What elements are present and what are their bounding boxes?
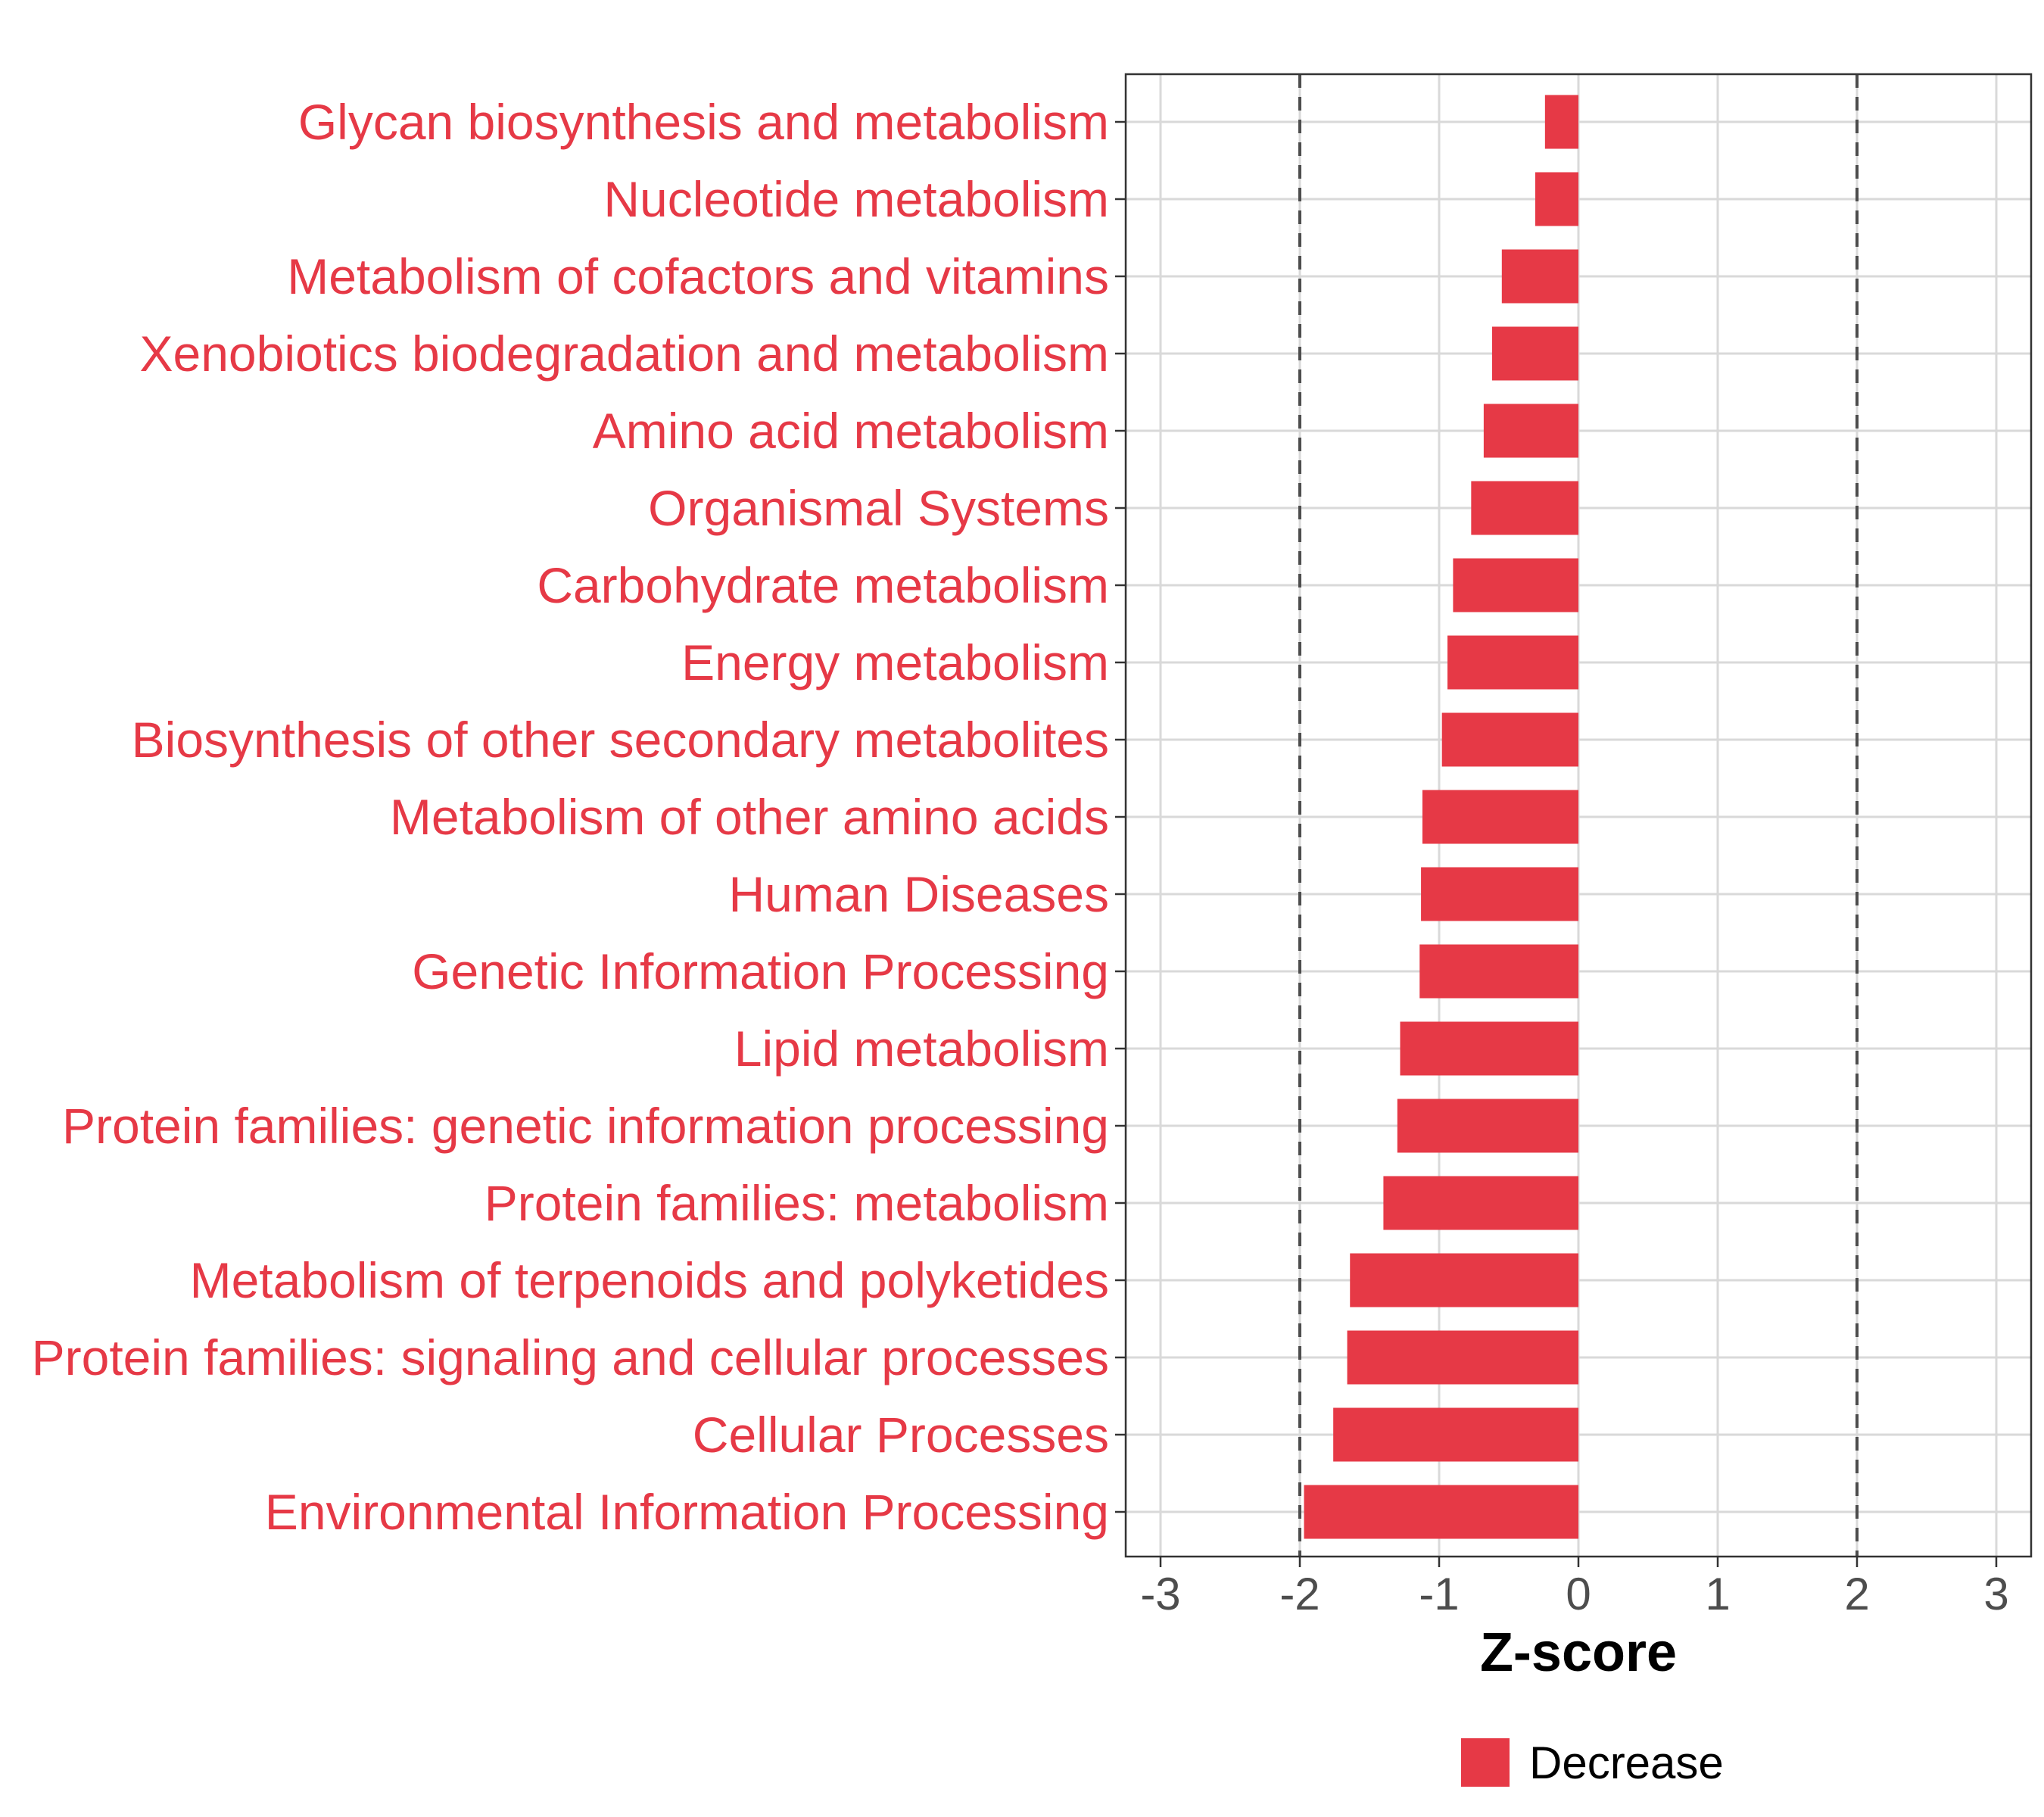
bar xyxy=(1422,790,1578,844)
category-label: Biosynthesis of other secondary metaboli… xyxy=(132,712,1109,768)
x-tick-label: -3 xyxy=(1140,1569,1180,1619)
category-label: Metabolism of other amino acids xyxy=(390,789,1109,845)
category-label: Environmental Information Processing xyxy=(265,1484,1109,1540)
bar xyxy=(1383,1176,1578,1230)
bar xyxy=(1535,172,1578,226)
category-label: Protein families: genetic information pr… xyxy=(62,1098,1109,1154)
bar xyxy=(1483,404,1578,458)
bar xyxy=(1471,481,1578,535)
threshold-lines xyxy=(1298,74,1859,1557)
category-label: Genetic Information Processing xyxy=(412,943,1109,999)
bar xyxy=(1397,1099,1578,1153)
x-tick-label: 1 xyxy=(1705,1569,1730,1619)
category-label: Human Diseases xyxy=(728,866,1109,922)
bar xyxy=(1544,95,1578,149)
category-label: Organismal Systems xyxy=(648,480,1109,536)
category-label: Protein families: metabolism xyxy=(485,1175,1109,1231)
bar xyxy=(1333,1407,1578,1462)
category-label: Energy metabolism xyxy=(681,634,1109,690)
category-label: Carbohydrate metabolism xyxy=(537,557,1109,613)
x-tick-label: 0 xyxy=(1566,1569,1591,1619)
legend-swatch-decrease xyxy=(1461,1738,1510,1787)
bar xyxy=(1304,1485,1578,1539)
category-label: Lipid metabolism xyxy=(734,1021,1109,1077)
bar xyxy=(1400,1021,1578,1076)
x-axis: -3 -2 -1 0 1 2 3 xyxy=(1140,1557,2009,1619)
bar xyxy=(1447,635,1578,690)
bars xyxy=(1304,95,1578,1539)
category-label: Xenobiotics biodegradation and metabolis… xyxy=(140,326,1110,382)
category-label: Metabolism of terpenoids and polyketides xyxy=(190,1252,1109,1308)
x-tick-label: 3 xyxy=(1983,1569,2008,1619)
category-label: Metabolism of cofactors and vitamins xyxy=(287,248,1109,304)
x-tick-label: -1 xyxy=(1419,1569,1459,1619)
x-axis-title: Z-score xyxy=(1480,1622,1677,1683)
category-label: Cellular Processes xyxy=(693,1407,1109,1463)
bar xyxy=(1453,558,1578,612)
legend: Decrease xyxy=(1461,1738,1724,1788)
category-axis: Glycan biosynthesis and metabolism Nucleo… xyxy=(32,94,1126,1540)
x-tick-label: -2 xyxy=(1279,1569,1320,1619)
bar xyxy=(1347,1330,1578,1385)
legend-label-decrease: Decrease xyxy=(1529,1738,1724,1788)
category-label: Nucleotide metabolism xyxy=(603,171,1109,227)
bar xyxy=(1501,249,1578,304)
bar xyxy=(1350,1253,1578,1307)
category-label: Glycan biosynthesis and metabolism xyxy=(298,94,1109,150)
category-label: Amino acid metabolism xyxy=(593,403,1109,459)
bar xyxy=(1421,867,1578,921)
x-tick-label: 2 xyxy=(1844,1569,1869,1619)
category-label: Protein families: signaling and cellular… xyxy=(32,1329,1109,1385)
bar xyxy=(1419,944,1578,999)
bar xyxy=(1491,326,1578,381)
bar xyxy=(1441,712,1578,767)
